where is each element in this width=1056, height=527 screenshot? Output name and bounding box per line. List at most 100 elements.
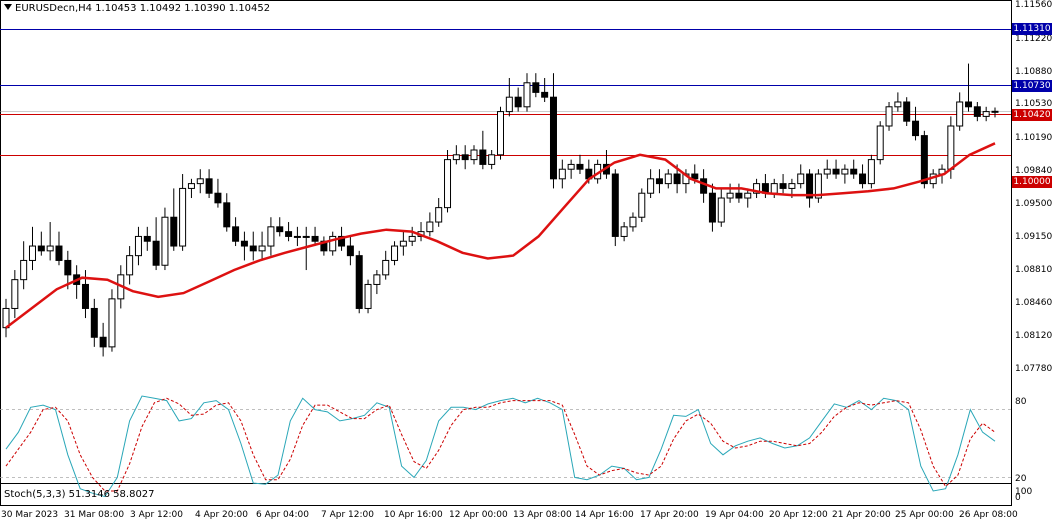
price-axis-label: 1.10190 (1015, 133, 1052, 143)
time-axis-label: 17 Apr 20:00 (640, 510, 699, 520)
candle-body-bear (612, 174, 618, 236)
candle-body-bull (559, 169, 565, 179)
candle-body-bear (480, 150, 486, 164)
price-tag-blue: 1.11310 (1012, 23, 1052, 35)
candle (868, 155, 874, 189)
candle-body-bear (550, 97, 556, 179)
time-axis-label: 14 Apr 16:00 (575, 510, 634, 520)
candle-body-bull (718, 198, 724, 222)
time-axis-label: 12 Apr 00:00 (449, 510, 508, 520)
candle-body-bull (188, 184, 194, 189)
candle-body-bull (400, 241, 406, 246)
candle-body-bull (180, 188, 186, 246)
candle-body-bear (312, 236, 318, 241)
candle (109, 289, 115, 351)
time-axis-label: 21 Apr 20:00 (832, 510, 891, 520)
time-axis-label: 20 Apr 12:00 (769, 510, 828, 520)
candle-body-bull (162, 217, 168, 265)
candle-body-bull (409, 236, 415, 241)
candle-body-bull (842, 169, 848, 174)
candle (612, 169, 618, 246)
candle-body-bear (100, 337, 106, 347)
candle-body-bear (515, 97, 521, 107)
candle-body-bear (674, 174, 680, 184)
time-axis-label: 31 Mar 08:00 (64, 510, 124, 520)
candle-body-bull (303, 236, 309, 237)
candle-body-bull (568, 164, 574, 169)
candle-body-bull (524, 83, 530, 107)
candle-body-bull (365, 284, 371, 308)
candle-body-bear (462, 155, 468, 160)
candle-body-bull (621, 227, 627, 237)
candle-body-bear (974, 107, 980, 117)
indicator-header: Stoch(5,3,3) 51.3146 58.8027 (4, 489, 155, 500)
time-axis-label: 6 Apr 04:00 (256, 510, 309, 520)
candle-body-bull (639, 193, 645, 217)
candle-body-bull (453, 155, 459, 160)
candle (886, 102, 892, 131)
candle-body-bear (356, 256, 362, 309)
price-axis-label: 1.10880 (1015, 67, 1052, 77)
stoch-axis-label: 80 (1015, 397, 1026, 407)
candle (162, 208, 168, 270)
candle-body-bull (21, 260, 27, 279)
price-axis-label: 1.08810 (1015, 265, 1052, 275)
candle-body-bull (727, 193, 733, 198)
candle-body-bull (489, 155, 495, 165)
candle-body-bear (233, 227, 239, 241)
price-tag-red: 1.10420 (1012, 109, 1052, 121)
candle (498, 107, 504, 160)
candle-body-bull (374, 275, 380, 285)
candle-body-bull (824, 169, 830, 174)
candle-body-bear (286, 232, 292, 237)
price-axis-label: 1.09150 (1015, 232, 1052, 242)
candle-body-bear (913, 121, 919, 135)
time-axis-label: 25 Apr 00:00 (895, 510, 954, 520)
candle-body-bull (877, 126, 883, 160)
stoch-axis-label: 0 (1015, 493, 1021, 503)
candle-body-bear (241, 241, 247, 246)
candle-body-bear (91, 308, 97, 337)
candle-body-bear (701, 179, 707, 193)
candle-body-bull (471, 150, 477, 160)
candle (877, 121, 883, 164)
candle (904, 97, 910, 126)
candle-body-bear (215, 193, 221, 203)
collapse-arrow-icon[interactable] (4, 4, 12, 10)
candle-body-bear (171, 217, 177, 246)
candle-body-bear (577, 164, 583, 169)
candle (815, 169, 821, 203)
candle-body-bull (648, 179, 654, 193)
candle-body-bull (665, 174, 671, 184)
candle-body-bear (709, 193, 715, 222)
main-chart-frame (1, 1, 1012, 484)
candle (365, 280, 371, 314)
time-axis-label: 4 Apr 20:00 (195, 510, 248, 520)
candle-body-bear (542, 92, 548, 97)
candle-body-bull (294, 236, 300, 237)
candle-body-bear (56, 246, 62, 260)
stoch-axis-label: 20 (1015, 474, 1026, 484)
time-axis-label: 13 Apr 08:00 (513, 510, 572, 520)
time-axis-label: 26 Apr 08:00 (959, 510, 1018, 520)
candle-body-bull (771, 184, 777, 194)
candle-body-bear (224, 203, 230, 227)
candle-body-bear (736, 193, 742, 198)
price-axis-label: 1.11560 (1015, 0, 1052, 10)
candle-body-bull (886, 107, 892, 126)
price-axis-label: 1.08120 (1015, 331, 1052, 341)
time-axis-label: 7 Apr 12:00 (321, 510, 374, 520)
candle-body-bear (851, 169, 857, 174)
candle-body-bull (745, 193, 751, 198)
candle-body-bull (957, 102, 963, 126)
candle-body-bear (780, 184, 786, 189)
candle-body-bull (630, 217, 636, 227)
candle-body-bear (206, 179, 212, 193)
candle-body-bull (436, 208, 442, 222)
time-axis-label: 3 Apr 12:00 (130, 510, 183, 520)
candle-body-bull (383, 260, 389, 274)
candle-body-bear (153, 241, 159, 265)
price-axis-label: 1.08460 (1015, 298, 1052, 308)
symbol-header: EURUSDecn,H4 1.10453 1.10492 1.10390 1.1… (4, 3, 270, 14)
